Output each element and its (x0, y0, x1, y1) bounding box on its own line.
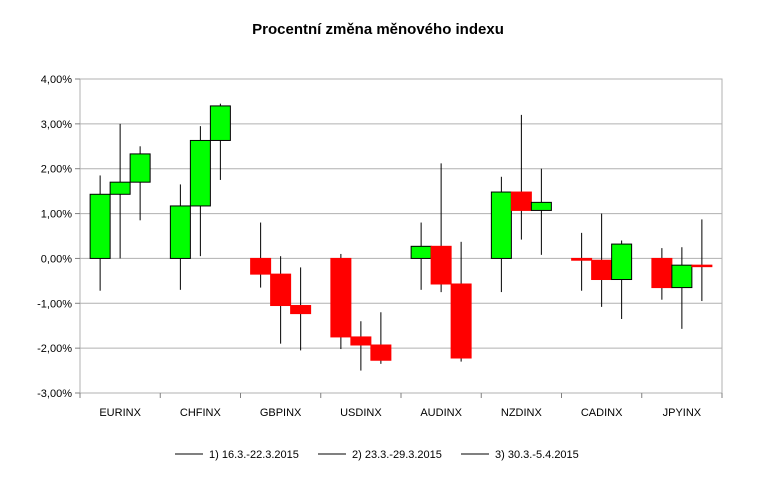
y-tick-label: 1,00% (41, 209, 72, 221)
y-tick-label: -1,00% (37, 298, 72, 310)
x-tick-label: CADINX (581, 407, 623, 419)
candle (490, 176, 512, 293)
candles (89, 103, 713, 371)
candle-body (691, 264, 713, 268)
candle-body (571, 257, 593, 261)
x-tick-label: AUDINX (420, 407, 462, 419)
x-tick-label: USDINX (340, 407, 382, 419)
candle-body (250, 257, 272, 275)
candle (450, 241, 472, 362)
x-axis-tick-labels: EURINX CHFINX GBPINX USDINX AUDINX NZDINX CADI… (99, 407, 701, 419)
candle (209, 103, 231, 180)
candle-body (209, 105, 231, 141)
candle (430, 163, 452, 293)
candle (691, 219, 713, 302)
candle (330, 253, 352, 350)
candle (410, 222, 432, 290)
legend-label: 1) 16.3.-22.3.2015 (209, 449, 299, 461)
candle (651, 248, 673, 300)
candle (290, 267, 312, 351)
candle-body (611, 243, 633, 281)
y-tick-label: 3,00% (41, 119, 72, 131)
candle-body (410, 245, 432, 259)
y-tick-label: 4,00% (41, 74, 72, 86)
candle (189, 126, 211, 257)
y-tick-label: 2,00% (41, 164, 72, 176)
candle-body (270, 273, 292, 307)
candle (530, 168, 552, 255)
candle (169, 184, 191, 290)
candle (129, 146, 151, 221)
candle-body (450, 283, 472, 359)
candle (109, 123, 131, 259)
y-tick-label: -2,00% (37, 343, 72, 355)
candle-body (530, 201, 552, 211)
candle-body (651, 257, 673, 289)
x-tick-label: NZDINX (501, 407, 543, 419)
legend-item: 3) 30.3.-5.4.2015 (461, 449, 579, 461)
candle-body (430, 245, 452, 285)
legend-label: 3) 30.3.-5.4.2015 (495, 449, 579, 461)
candle-body (350, 336, 372, 346)
candle (671, 247, 693, 329)
candle-body (330, 257, 352, 338)
y-tick-label: 0,00% (41, 253, 72, 265)
candle-body (169, 205, 191, 259)
candle-body (370, 344, 392, 361)
candle-body (189, 139, 211, 207)
chart-title: Procentní změna měnového indexu (252, 21, 504, 38)
y-tick-label: -3,00% (37, 388, 72, 400)
candle (591, 213, 613, 307)
candle (571, 232, 593, 291)
legend-item: 2) 23.3.-29.3.2015 (318, 449, 442, 461)
candle (250, 222, 272, 288)
candle-body (490, 191, 512, 259)
legend-item: 1) 16.3.-22.3.2015 (175, 449, 299, 461)
candle-body (290, 305, 312, 315)
candle-body (671, 264, 693, 289)
y-axis-tick-labels: 4,00% 3,00% 2,00% 1,00% 0,00% -1,00% -2,00% -3,… (37, 74, 72, 400)
x-tick-label: GBPINX (260, 407, 302, 419)
candle-body (129, 153, 151, 183)
candle-body (109, 181, 131, 195)
candle (611, 240, 633, 319)
x-tick-label: EURINX (99, 407, 141, 419)
x-tick-label: CHFINX (180, 407, 222, 419)
candle (89, 175, 111, 291)
candle (370, 312, 392, 364)
legend-label: 2) 23.3.-29.3.2015 (352, 449, 442, 461)
candle (510, 114, 532, 240)
candle-body (591, 259, 613, 281)
candle-body (89, 193, 111, 259)
x-tick-label: JPYINX (663, 407, 702, 419)
candle-body (510, 191, 532, 211)
candle (350, 321, 372, 371)
candle (270, 256, 292, 344)
legend: 1) 16.3.-22.3.2015 2) 23.3.-29.3.2015 3) 3… (175, 449, 579, 461)
